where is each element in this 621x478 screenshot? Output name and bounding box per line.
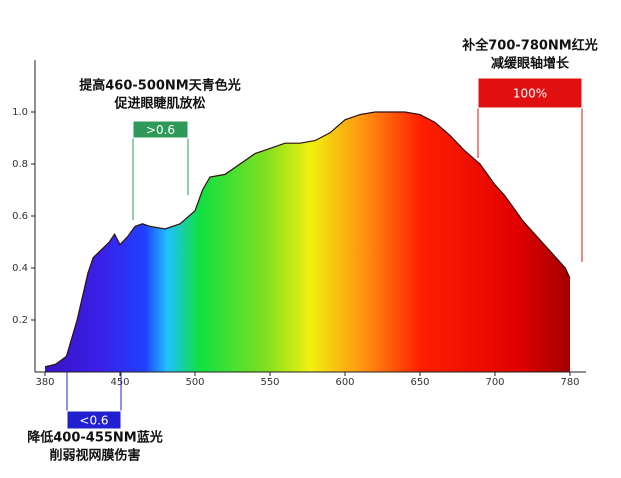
note-box-label: >0.6 [146,123,175,137]
x-tick-label: 780 [560,377,579,388]
note-box [66,410,122,430]
spectrum-area [45,112,570,372]
x-tick-label: 380 [35,377,54,388]
note-text: 削弱视网膜伤害 [49,448,140,464]
x-tick-label: 650 [410,377,429,388]
y-tick-label: 1.0 [12,107,28,118]
x-tick-label: 500 [185,377,204,388]
note-text: 降低400-455NM蓝光 [27,430,163,446]
y-tick-label: 0.4 [12,263,28,274]
x-tick-label: 550 [260,377,279,388]
note-box [477,77,583,109]
x-tick-label: 600 [335,377,354,388]
x-tick-label: 700 [485,377,504,388]
spectrum-line [44,111,571,368]
note-text: 补全700-780NM红光 [461,38,598,54]
note-text: 提高460-500NM天青色光 [79,78,241,94]
y-tick-label: 0.2 [12,315,28,326]
note-box [132,120,189,139]
y-tick-label: 0.6 [12,211,28,222]
note-text: 促进眼睫肌放松 [113,96,205,112]
y-tick-label: 0.8 [12,159,28,170]
note-text: 减缓眼轴增长 [491,56,570,72]
note-box-label: 100% [513,87,547,101]
x-tick-label: 450 [110,377,129,388]
note-box-label: <0.6 [79,414,108,428]
plot [44,111,571,372]
